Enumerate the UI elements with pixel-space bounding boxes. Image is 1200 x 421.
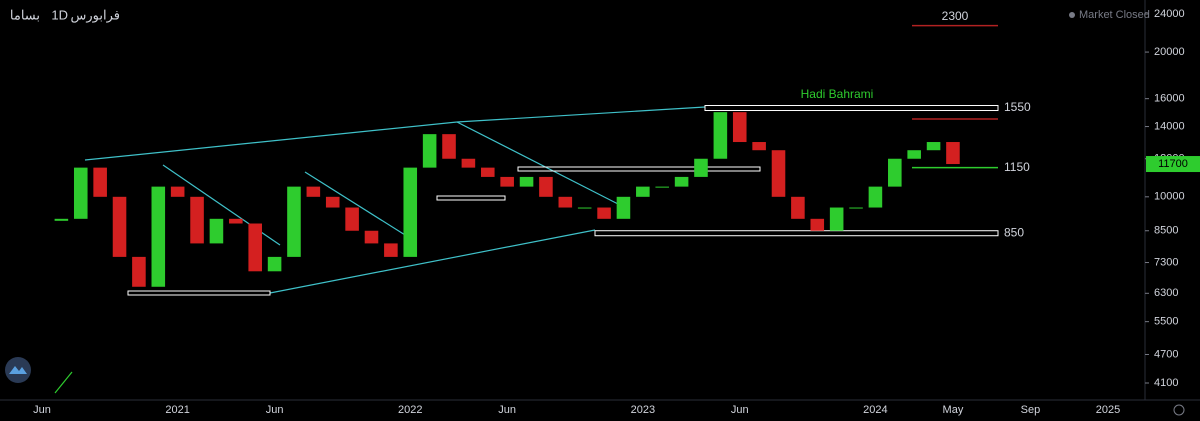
market-status: Market Closed <box>1079 9 1150 21</box>
support-box <box>127 290 271 296</box>
trend-line <box>269 229 596 294</box>
symbol: بساما <box>10 7 40 22</box>
candle <box>345 207 359 231</box>
level-label: 1550 <box>1004 100 1031 114</box>
level-box <box>704 105 999 112</box>
candle <box>946 142 960 165</box>
candle <box>306 186 321 197</box>
candle <box>287 186 301 257</box>
x-tick-label: Jun <box>731 404 749 416</box>
candle <box>577 207 592 209</box>
interval: 1D <box>51 7 68 22</box>
trend-line <box>54 371 73 394</box>
symbol-header: فرابورس <box>71 7 120 23</box>
candle <box>732 112 747 143</box>
candle <box>829 207 844 231</box>
y-tick-label: 24000 <box>1154 8 1185 20</box>
candle <box>190 196 204 244</box>
x-tick-label: Jun <box>33 404 51 416</box>
x-tick-label: Sep <box>1021 404 1041 416</box>
candle <box>54 218 69 221</box>
candle <box>248 223 262 272</box>
candle <box>384 243 398 257</box>
candle <box>655 186 670 188</box>
candle <box>480 167 495 177</box>
candle <box>771 150 786 197</box>
candle <box>868 186 883 208</box>
support-box <box>436 195 506 201</box>
trend-line <box>84 121 458 161</box>
x-tick-label: 2024 <box>863 404 887 416</box>
candle <box>500 176 514 187</box>
candle <box>694 158 708 177</box>
author-label: Hadi Bahrami <box>801 87 874 101</box>
x-tick-label: 2021 <box>165 404 189 416</box>
candle <box>752 142 766 151</box>
level-label: 850 <box>1004 225 1024 239</box>
logo-icon <box>9 366 27 374</box>
candle <box>93 167 107 197</box>
candle <box>926 142 941 151</box>
candle <box>849 207 863 209</box>
y-tick-label: 4700 <box>1154 348 1178 360</box>
candle <box>364 230 379 244</box>
candle <box>597 207 611 219</box>
y-tick-label: 14000 <box>1154 120 1185 132</box>
candle <box>170 186 185 197</box>
last-price-tag <box>1146 156 1200 173</box>
trend-line <box>304 171 414 241</box>
trend-line <box>456 121 621 206</box>
x-tick-label: May <box>943 404 964 416</box>
x-tick-label: Jun <box>266 404 284 416</box>
candle <box>403 167 418 257</box>
y-tick-label: 4100 <box>1154 377 1178 389</box>
x-tick-label: 2022 <box>398 404 422 416</box>
y-tick-label: 16000 <box>1154 93 1185 105</box>
candle <box>132 256 146 287</box>
candle <box>422 134 437 168</box>
candle <box>674 176 689 187</box>
support-boxes <box>127 166 761 296</box>
candle <box>442 134 456 159</box>
x-tick-label: Jun <box>498 404 516 416</box>
candle <box>791 196 805 219</box>
candle <box>112 196 127 257</box>
candle <box>888 158 902 187</box>
status-dot <box>1069 12 1075 18</box>
x-tick-label: 2023 <box>631 404 655 416</box>
last-price-label: 11700 <box>1158 158 1188 170</box>
level-label: 1150 <box>1004 160 1030 174</box>
y-tick-label: 7300 <box>1154 256 1178 268</box>
candle <box>151 186 166 287</box>
candle <box>267 256 282 272</box>
y-tick-label: 8500 <box>1154 225 1178 237</box>
candle <box>810 218 825 231</box>
candle <box>229 218 243 224</box>
candle <box>636 186 650 197</box>
candle <box>325 196 340 208</box>
candle <box>558 196 573 208</box>
support-box <box>517 166 761 172</box>
candle <box>209 218 224 244</box>
level-label: 2300 <box>942 9 969 23</box>
candle <box>519 176 534 187</box>
candle <box>616 196 631 219</box>
settings-icon[interactable] <box>1173 404 1185 416</box>
candle <box>713 112 728 159</box>
trend-line <box>456 106 706 123</box>
y-tick-label: 6300 <box>1154 287 1178 299</box>
y-tick-label: 10000 <box>1154 191 1185 203</box>
y-tick-label: 5500 <box>1154 316 1178 328</box>
candle <box>539 176 553 197</box>
candle <box>73 167 88 219</box>
x-tick-label: 2025 <box>1096 404 1120 416</box>
level-box <box>594 230 999 237</box>
y-tick-label: 20000 <box>1154 46 1185 58</box>
candle <box>461 158 476 168</box>
candle <box>907 150 921 159</box>
